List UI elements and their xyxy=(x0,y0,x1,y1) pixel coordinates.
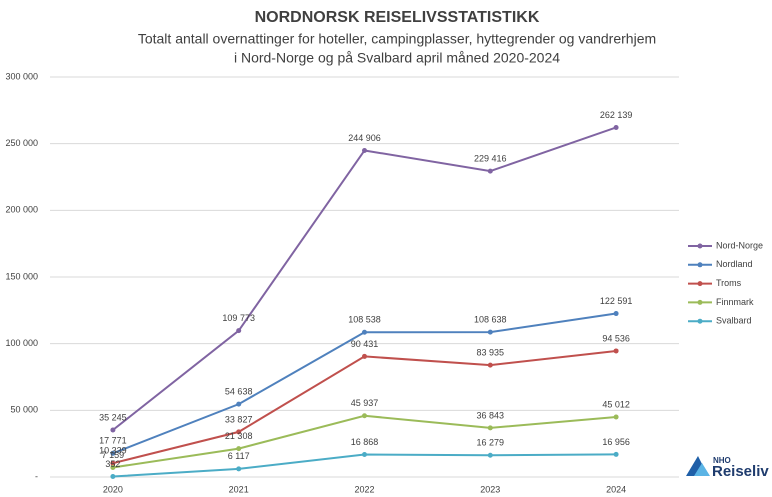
logo-name: Reiseliv xyxy=(712,463,769,480)
value-label: 16 868 xyxy=(351,437,379,447)
legend-label: Nord-Norge xyxy=(716,240,763,250)
data-point xyxy=(487,329,493,335)
chart-title: NORDNORSK REISELIVSSTATISTIKK xyxy=(255,9,540,26)
value-label: 16 279 xyxy=(477,438,505,448)
legend-marker xyxy=(697,262,703,268)
data-point xyxy=(613,348,619,354)
value-label: 36 843 xyxy=(477,410,505,420)
data-point xyxy=(613,124,619,130)
value-label: 109 773 xyxy=(222,313,255,323)
data-point xyxy=(110,450,116,456)
value-label: 21 308 xyxy=(225,431,253,441)
y-tick-label: 300 000 xyxy=(5,71,38,81)
value-label: 16 956 xyxy=(602,437,630,447)
chart-subtitle: i Nord-Norge og på Svalbard april måned … xyxy=(234,50,560,66)
data-point xyxy=(110,460,116,466)
value-label: 33 827 xyxy=(225,414,253,424)
data-point xyxy=(487,452,493,458)
x-tick-label: 2024 xyxy=(606,484,626,494)
data-point xyxy=(236,466,242,472)
data-point xyxy=(362,452,367,458)
data-point xyxy=(236,328,242,334)
data-point xyxy=(613,451,619,457)
x-tick-label: 2021 xyxy=(229,484,249,494)
value-label: 262 139 xyxy=(600,110,633,120)
x-tick-label: 2022 xyxy=(354,484,374,494)
value-label: 229 416 xyxy=(474,153,507,163)
value-label: 94 536 xyxy=(602,333,630,343)
data-point xyxy=(613,311,619,317)
value-label: 90 431 xyxy=(351,339,379,349)
value-label: 6 117 xyxy=(228,451,250,461)
data-point xyxy=(110,464,116,470)
y-tick-label: - xyxy=(35,471,38,481)
value-label: 108 638 xyxy=(474,315,507,325)
y-tick-label: 50 000 xyxy=(10,405,38,415)
value-label: 244 906 xyxy=(348,133,381,143)
value-label: 7 159 xyxy=(102,450,125,460)
logo: NHO Reiseliv xyxy=(686,456,769,480)
data-point xyxy=(487,168,493,174)
value-label: 352 xyxy=(105,459,120,469)
y-tick-label: 200 000 xyxy=(5,205,38,215)
data-point xyxy=(236,401,242,407)
value-label: 122 591 xyxy=(600,296,633,306)
value-label: 17 771 xyxy=(99,436,127,446)
x-tick-label: 2020 xyxy=(103,484,123,494)
data-point xyxy=(110,427,116,433)
legend-marker xyxy=(697,281,703,287)
chart-subtitle: Totalt antall overnattinger for hoteller… xyxy=(138,31,656,47)
series-line xyxy=(112,453,617,478)
y-tick-label: 150 000 xyxy=(5,271,38,281)
data-point xyxy=(236,429,242,435)
value-label: 10 339 xyxy=(99,446,127,456)
y-tick-label: 250 000 xyxy=(5,138,38,148)
value-label: 108 538 xyxy=(348,315,381,325)
legend-marker xyxy=(697,243,703,249)
y-tick-label: 100 000 xyxy=(5,338,38,348)
value-label: 54 638 xyxy=(225,387,253,397)
value-label: 45 012 xyxy=(602,399,630,409)
series-line xyxy=(112,126,617,431)
value-label: 35 245 xyxy=(99,412,127,422)
data-point xyxy=(362,329,367,335)
data-point xyxy=(236,446,242,452)
legend-marker xyxy=(697,299,703,305)
legend-label: Svalbard xyxy=(716,316,752,326)
value-label: 83 935 xyxy=(477,347,505,357)
legend-marker xyxy=(697,318,703,324)
legend-label: Finnmark xyxy=(716,297,754,307)
data-point xyxy=(362,353,367,359)
value-label: 45 937 xyxy=(351,398,379,408)
data-point xyxy=(487,425,493,431)
logo-icon xyxy=(694,463,710,476)
logo-brand: NHO xyxy=(713,456,731,465)
data-point xyxy=(110,474,116,480)
data-point xyxy=(487,362,493,368)
legend-label: Nordland xyxy=(716,259,753,269)
x-tick-label: 2023 xyxy=(480,484,500,494)
data-point xyxy=(362,147,367,153)
legend-label: Troms xyxy=(716,278,742,288)
data-point xyxy=(613,414,619,420)
data-point xyxy=(362,413,367,419)
